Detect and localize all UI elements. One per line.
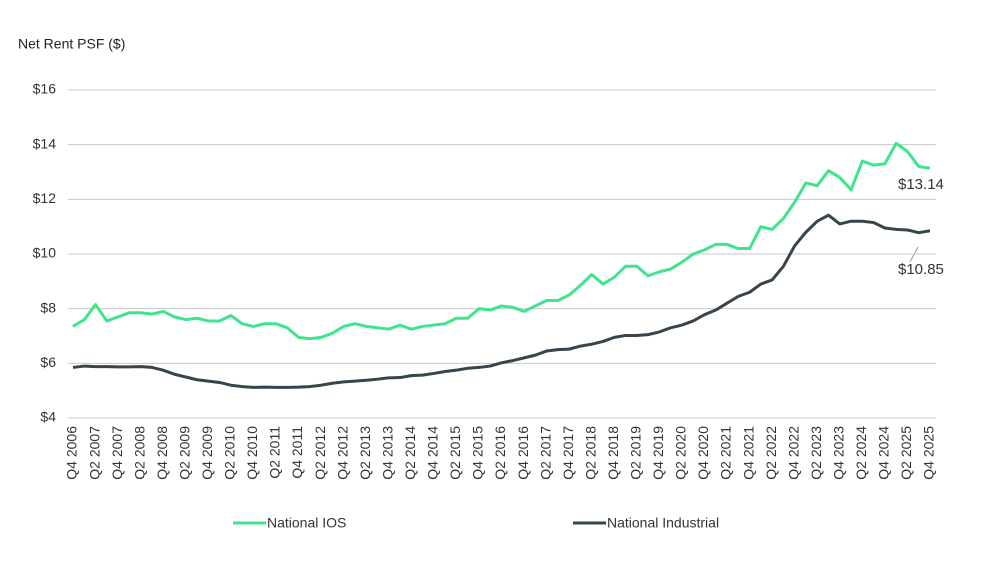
x-tick-label: Q4 2024: [876, 426, 892, 480]
x-tick-label: Q4 2009: [199, 426, 215, 480]
x-tick-label: Q4 2016: [515, 426, 531, 480]
x-tick-label: Q4 2007: [109, 426, 125, 480]
y-tick-label: $16: [33, 81, 57, 97]
series-line: [72, 141, 931, 341]
x-tick-label: Q4 2010: [244, 426, 260, 480]
x-tick-label: Q2 2019: [628, 426, 644, 480]
x-tick-label: Q4 2023: [830, 426, 846, 480]
x-tick-label: Q4 2011: [289, 426, 305, 479]
x-tick-label: Q2 2013: [357, 426, 373, 480]
x-tick-label: Q2 2021: [718, 426, 734, 480]
x-tick-label: Q4 2019: [650, 426, 666, 480]
x-tick-label: Q2 2009: [176, 426, 192, 480]
x-tick-label: Q2 2017: [537, 426, 553, 480]
x-tick-label: Q4 2022: [785, 426, 801, 480]
y-tick-label: $6: [40, 354, 56, 370]
x-tick-label: Q2 2015: [447, 426, 463, 480]
legend-label: National Industrial: [607, 515, 719, 531]
x-tick-label: Q4 2012: [334, 426, 350, 480]
x-tick-label: Q2 2025: [898, 426, 914, 480]
x-tick-label: Q2 2024: [853, 426, 869, 480]
x-tick-label: Q4 2013: [379, 426, 395, 480]
x-tick-label: Q4 2017: [560, 426, 576, 480]
x-tick-label: Q4 2021: [740, 426, 756, 480]
x-tick-label: Q2 2014: [402, 426, 418, 480]
x-tick-label: Q4 2014: [425, 426, 441, 480]
y-axis-title: Net Rent PSF ($): [18, 36, 125, 52]
series-line: [72, 213, 931, 389]
legend-label: National IOS: [267, 515, 346, 531]
x-tick-label: Q2 2012: [312, 426, 328, 480]
x-tick-label: Q4 2018: [605, 426, 621, 480]
x-tick-label: Q2 2023: [808, 426, 824, 480]
x-tick-label: Q2 2016: [492, 426, 508, 480]
x-tick-label: Q4 2025: [921, 426, 937, 480]
y-tick-label: $10: [33, 245, 57, 261]
x-tick-label: Q2 2022: [763, 426, 779, 480]
x-tick-label: Q4 2008: [154, 426, 170, 480]
y-tick-label: $12: [33, 190, 57, 206]
value-label: $10.85: [898, 261, 944, 278]
x-tick-label: Q2 2018: [582, 426, 598, 480]
y-tick-label: $4: [40, 409, 56, 425]
x-tick-label: Q4 2020: [695, 426, 711, 480]
x-tick-label: Q2 2007: [86, 426, 102, 480]
x-tick-label: Q4 2015: [470, 426, 486, 480]
value-label: $13.14: [898, 176, 944, 193]
y-tick-label: $8: [40, 299, 56, 315]
x-tick-label: Q2 2011: [267, 426, 283, 479]
x-tick-label: Q4 2006: [64, 426, 80, 480]
x-tick-label: Q2 2010: [222, 426, 238, 480]
y-tick-label: $14: [33, 135, 57, 151]
x-tick-label: Q2 2008: [131, 426, 147, 480]
x-tick-label: Q2 2020: [673, 426, 689, 480]
